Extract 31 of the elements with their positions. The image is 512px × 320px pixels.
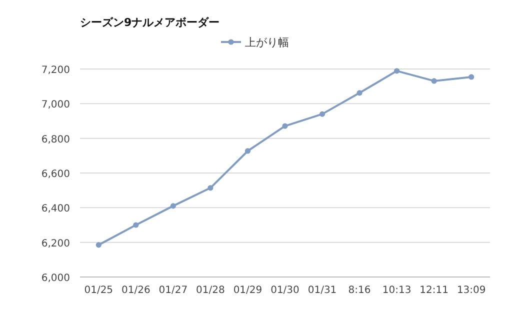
- y-tick-label: 6,600: [41, 169, 70, 180]
- point: [208, 185, 214, 191]
- point: [170, 203, 176, 209]
- legend-label: 上がり幅: [245, 36, 289, 49]
- x-tick-label: 13:09: [456, 285, 486, 296]
- x-tick-label: 01/31: [308, 285, 337, 296]
- point: [133, 222, 139, 228]
- y-tick-label: 6,200: [41, 238, 70, 250]
- y-tick-label: 7,000: [41, 100, 70, 111]
- point: [394, 68, 400, 74]
- x-tick-label: 01/27: [158, 285, 188, 296]
- point: [319, 111, 326, 117]
- point: [96, 242, 102, 248]
- y-tick-label: 6,400: [41, 204, 70, 215]
- point: [282, 123, 288, 129]
- chart-title: シーズン9ナルメアボーダー: [80, 16, 220, 29]
- point: [468, 74, 474, 80]
- point: [431, 78, 437, 84]
- x-tick-label: 01/26: [121, 285, 150, 296]
- x-tick-label: 8:16: [348, 285, 371, 296]
- x-tick-label: 01/29: [233, 285, 262, 296]
- y-tick-label: 7,200: [41, 65, 70, 76]
- x-tick-label: 12:11: [420, 285, 449, 296]
- y-tick-label: 6,000: [41, 273, 70, 284]
- x-tick-label: 01/28: [196, 285, 225, 296]
- x-tick-label: 10:13: [382, 285, 412, 296]
- point: [244, 148, 251, 154]
- x-tick-label: 01/25: [84, 285, 114, 296]
- x-tick-label: 01/30: [270, 285, 300, 296]
- y-tick-label: 6,800: [41, 134, 70, 146]
- point: [356, 90, 362, 96]
